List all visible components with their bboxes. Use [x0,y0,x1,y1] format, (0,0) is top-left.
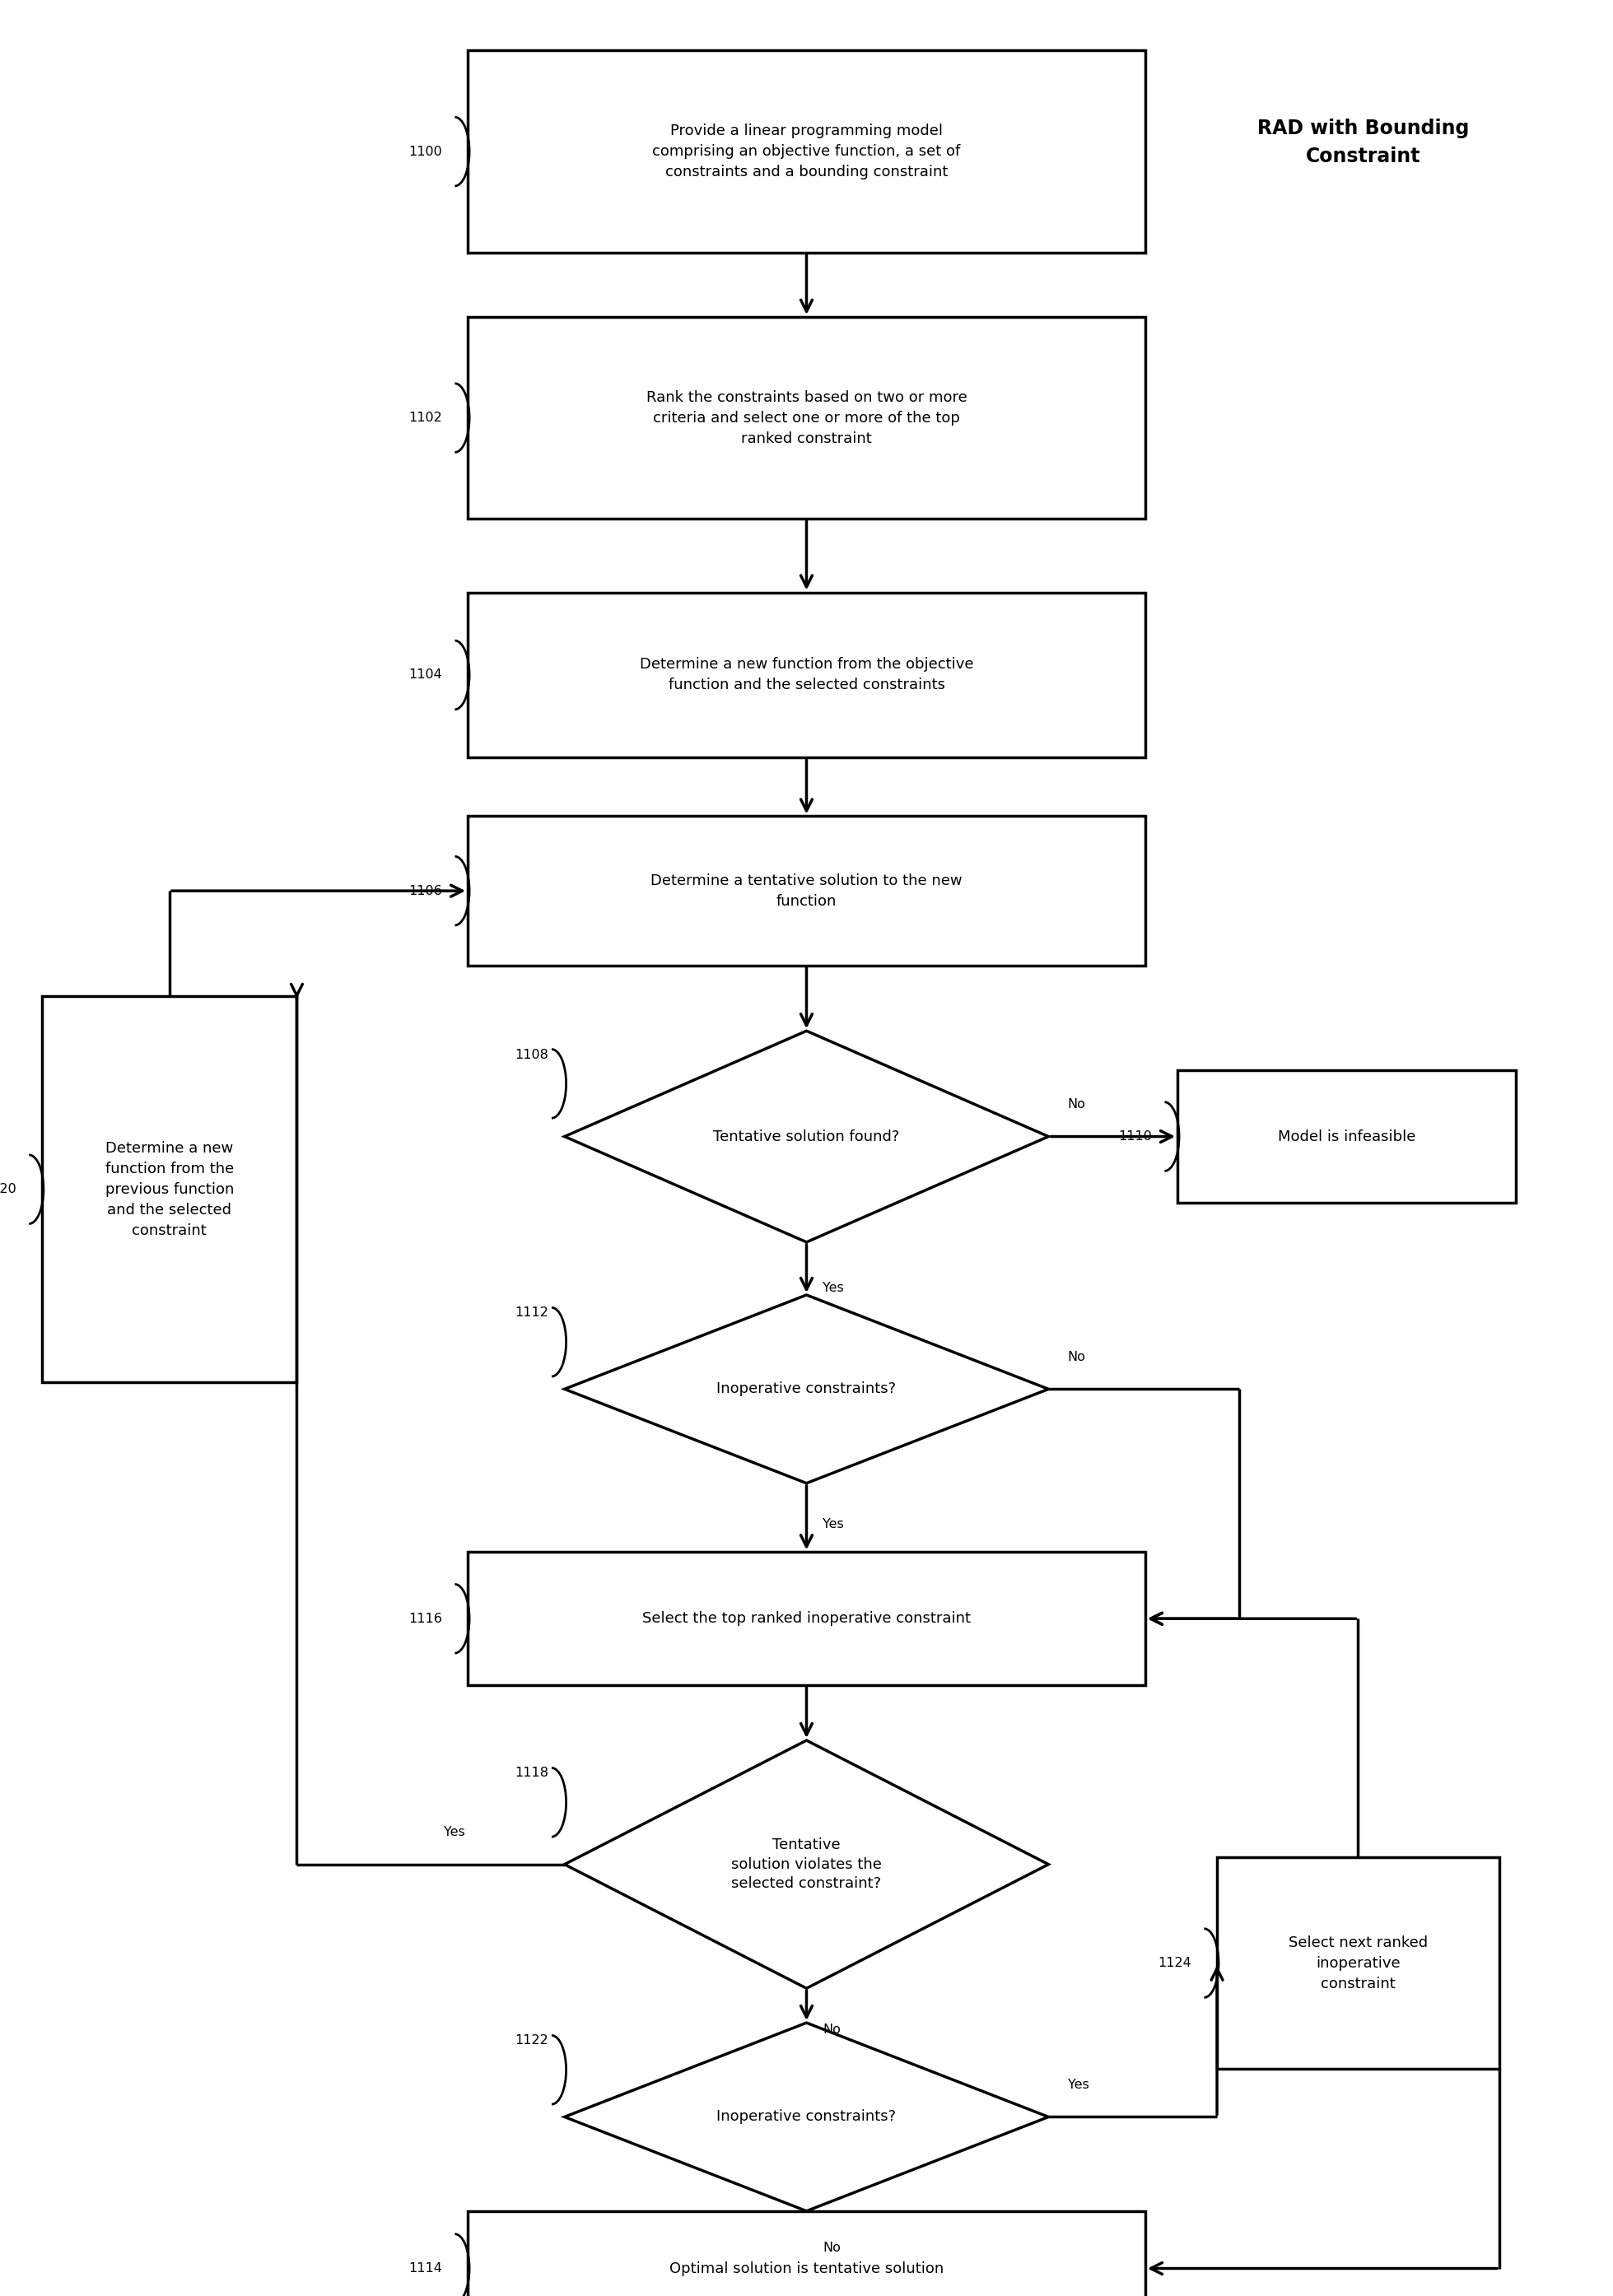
Text: Rank the constraints based on two or more
criteria and select one or more of the: Rank the constraints based on two or mor… [647,390,966,445]
Text: Yes: Yes [1068,2078,1089,2092]
Text: Determine a new function from the objective
function and the selected constraint: Determine a new function from the object… [640,657,973,693]
Text: Model is infeasible: Model is infeasible [1277,1130,1416,1143]
Text: RAD with Bounding
Constraint: RAD with Bounding Constraint [1257,119,1469,165]
Text: Inoperative constraints?: Inoperative constraints? [716,1382,897,1396]
Text: 1102: 1102 [408,411,442,425]
Text: No: No [823,2023,840,2037]
Text: 1108: 1108 [515,1049,548,1061]
Text: No: No [823,2241,840,2255]
Text: 1122: 1122 [515,2034,548,2048]
Polygon shape [565,1740,1048,1988]
Text: Determine a new
function from the
previous function
and the selected
constraint: Determine a new function from the previo… [105,1141,234,1238]
Text: 1110: 1110 [1118,1130,1152,1143]
Text: No: No [1068,1097,1086,1111]
Text: No: No [1068,1350,1086,1364]
Bar [468,1552,1145,1685]
Bar [468,815,1145,964]
Text: 1120: 1120 [0,1182,16,1196]
Bar [468,2211,1145,2296]
Bar [42,996,297,1382]
Text: 1118: 1118 [515,1768,548,1779]
Text: Select the top ranked inoperative constraint: Select the top ranked inoperative constr… [642,1612,971,1626]
Text: Select next ranked
inoperative
constraint: Select next ranked inoperative constrain… [1289,1936,1428,1991]
Text: 1104: 1104 [408,668,442,682]
Text: 1112: 1112 [515,1306,548,1318]
Text: 1116: 1116 [408,1612,442,1626]
Bar [1177,1070,1516,1203]
Polygon shape [565,1295,1048,1483]
Text: 1100: 1100 [408,145,442,158]
Text: Yes: Yes [823,1281,844,1295]
Text: Tentative
solution violates the
selected constraint?: Tentative solution violates the selected… [731,1837,882,1892]
Bar [468,592,1145,758]
Text: Yes: Yes [444,1825,465,1839]
Text: 1124: 1124 [1158,1956,1190,1970]
Text: Provide a linear programming model
comprising an objective function, a set of
co: Provide a linear programming model compr… [652,124,961,179]
Polygon shape [565,2023,1048,2211]
Text: Tentative solution found?: Tentative solution found? [713,1130,900,1143]
Text: 1114: 1114 [408,2262,442,2275]
Text: Yes: Yes [823,1518,844,1531]
Text: Determine a tentative solution to the new
function: Determine a tentative solution to the ne… [650,872,963,909]
Text: Inoperative constraints?: Inoperative constraints? [716,2110,897,2124]
Text: 1106: 1106 [408,884,442,898]
Text: Optimal solution is tentative solution: Optimal solution is tentative solution [669,2262,944,2275]
Bar [1216,1857,1500,2069]
Bar [468,317,1145,519]
Bar [468,51,1145,253]
Polygon shape [565,1031,1048,1242]
